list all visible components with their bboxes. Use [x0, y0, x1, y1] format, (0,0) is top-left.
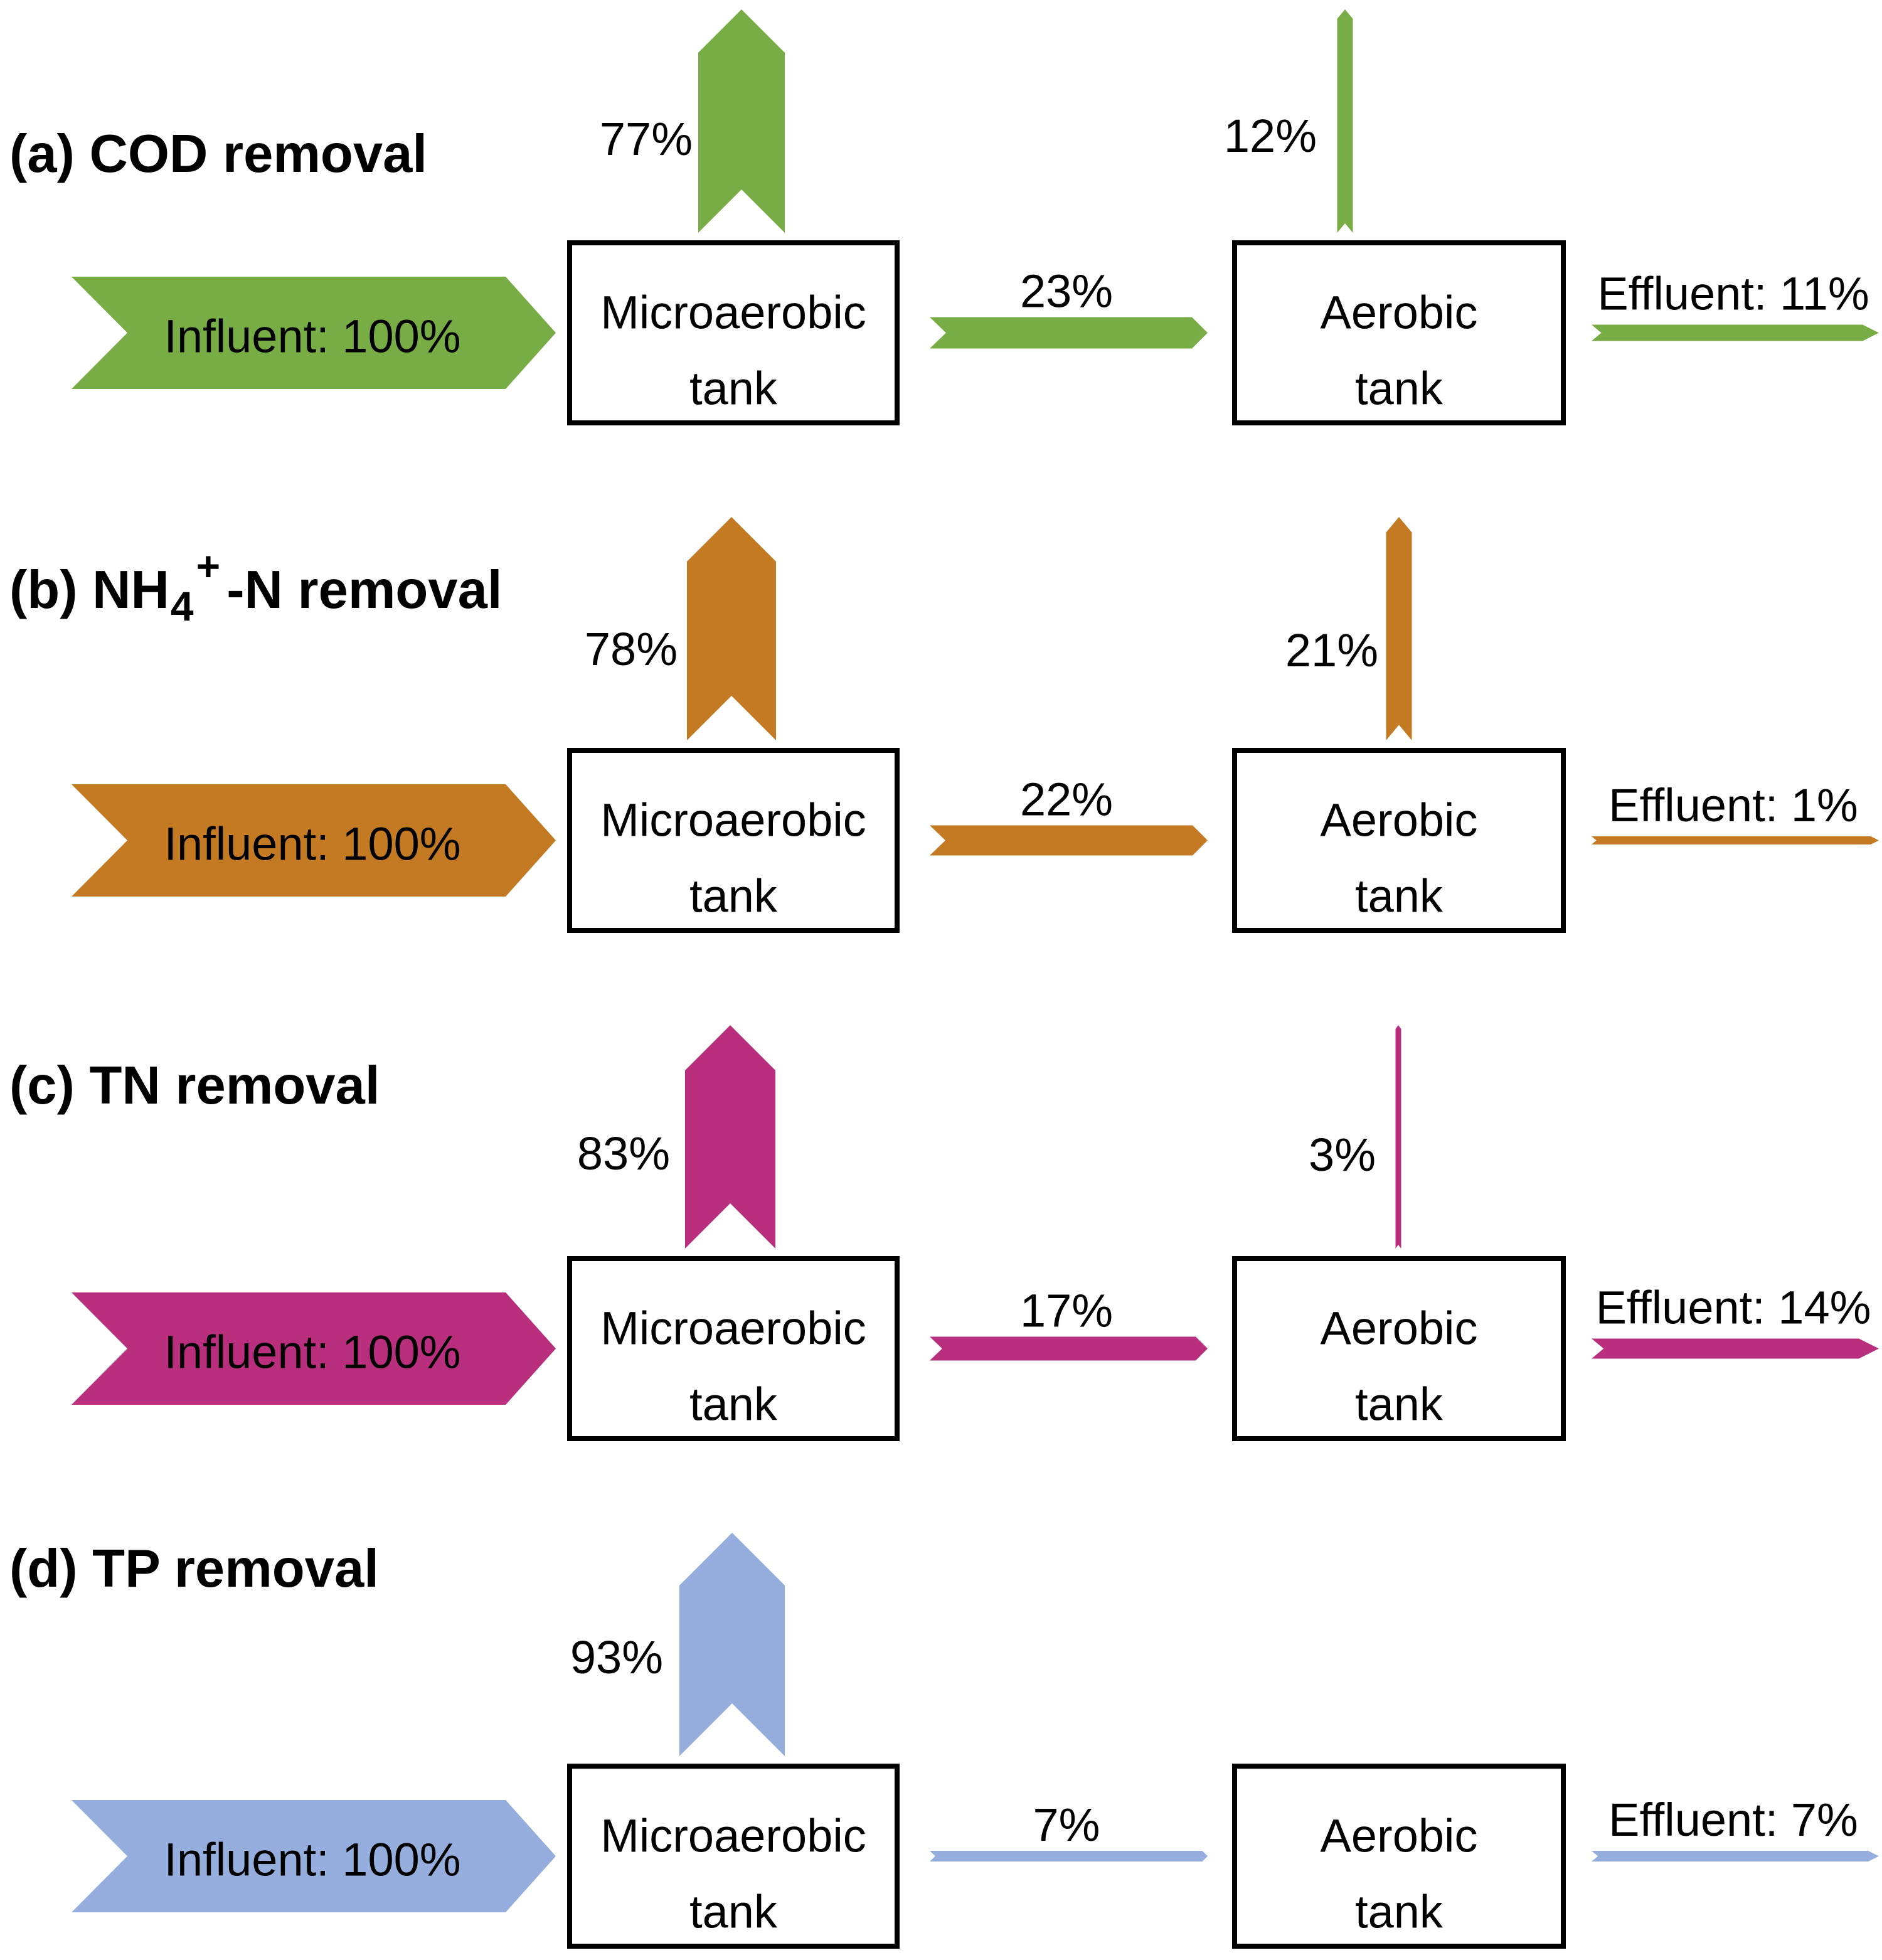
- svg-text:Influent: 100%: Influent: 100%: [164, 1326, 460, 1378]
- svg-text:Aerobic: Aerobic: [1321, 1302, 1478, 1355]
- svg-text:Microaerobic: Microaerobic: [600, 287, 866, 339]
- svg-text:3%: 3%: [1309, 1129, 1376, 1181]
- svg-text:(d) TP removal: (d) TP removal: [9, 1539, 379, 1599]
- svg-text:17%: 17%: [1020, 1285, 1113, 1337]
- svg-text:Influent: 100%: Influent: 100%: [164, 311, 460, 363]
- svg-text:Influent: 100%: Influent: 100%: [164, 818, 460, 870]
- svg-text:tank: tank: [1355, 1378, 1443, 1430]
- svg-text:23%: 23%: [1020, 265, 1113, 317]
- svg-text:83%: 83%: [577, 1127, 670, 1180]
- svg-text:Microaerobic: Microaerobic: [600, 1810, 866, 1862]
- svg-text:77%: 77%: [600, 113, 693, 165]
- svg-text:Microaerobic: Microaerobic: [600, 1302, 866, 1355]
- svg-text:Effluent: 14%: Effluent: 14%: [1596, 1282, 1871, 1334]
- svg-text:(a) COD removal: (a) COD removal: [9, 124, 427, 184]
- svg-text:tank: tank: [1355, 363, 1443, 415]
- svg-text:21%: 21%: [1285, 624, 1378, 676]
- svg-text:Aerobic: Aerobic: [1321, 1810, 1478, 1862]
- svg-text:12%: 12%: [1224, 110, 1317, 162]
- svg-text:Aerobic: Aerobic: [1321, 794, 1478, 846]
- svg-text:tank: tank: [689, 870, 778, 922]
- svg-text:tank: tank: [1355, 870, 1443, 922]
- svg-text:Influent: 100%: Influent: 100%: [164, 1834, 460, 1886]
- svg-text:Aerobic: Aerobic: [1321, 287, 1478, 339]
- svg-text:22%: 22%: [1020, 774, 1113, 826]
- svg-text:(c) TN removal: (c) TN removal: [9, 1056, 380, 1116]
- svg-text:Microaerobic: Microaerobic: [600, 794, 866, 846]
- svg-text:tank: tank: [689, 1378, 778, 1430]
- svg-text:tank: tank: [1355, 1886, 1443, 1938]
- svg-text:93%: 93%: [570, 1631, 663, 1683]
- svg-text:tank: tank: [689, 363, 778, 415]
- svg-text:Effluent: 7%: Effluent: 7%: [1608, 1794, 1858, 1846]
- svg-text:7%: 7%: [1033, 1799, 1100, 1851]
- svg-text:78%: 78%: [585, 623, 678, 675]
- svg-text:Effluent: 1%: Effluent: 1%: [1608, 779, 1858, 831]
- svg-text:Effluent: 11%: Effluent: 11%: [1597, 268, 1869, 320]
- svg-text:tank: tank: [689, 1886, 778, 1938]
